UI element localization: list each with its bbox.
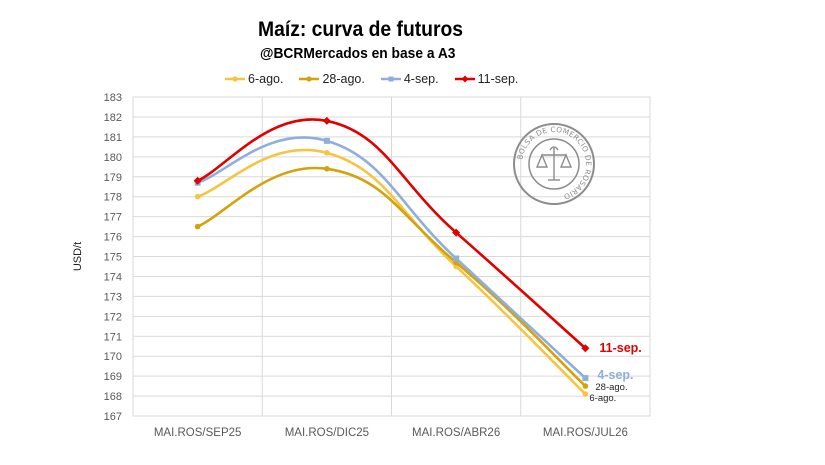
- legend-item-11-sep: 11-sep.: [454, 72, 519, 86]
- legend-item-4-sep: 4-sep.: [380, 72, 439, 86]
- legend-swatch-28-ago: [299, 76, 320, 82]
- end-label-4-sep: 4-sep.: [597, 368, 633, 382]
- y-tick-label: 171: [104, 331, 122, 343]
- series-line-6-ago: [196, 148, 587, 396]
- legend-item-28-ago: 28-ago.: [299, 72, 365, 86]
- y-tick-label: 169: [104, 371, 122, 383]
- legend-swatch-11-sep: [454, 75, 475, 83]
- y-tick-label: 183: [104, 92, 122, 104]
- scales-icon: [535, 146, 573, 181]
- y-axis-label: USD/t: [72, 242, 84, 271]
- x-tick-label: MAI.ROS/SEP25: [154, 427, 242, 439]
- chart-subtitle: @BCRMercados en base a A3: [260, 45, 456, 62]
- series-line-4-sep: [196, 136, 587, 380]
- data-point-28-ago: [194, 223, 201, 230]
- data-point-11-sep: [193, 176, 202, 185]
- chart-title: Maíz: curva de futuros: [258, 18, 464, 41]
- data-point-11-sep: [322, 116, 331, 125]
- y-tick-label: 177: [104, 212, 122, 224]
- y-tick-label: 179: [104, 172, 122, 184]
- series-line-28-ago: [196, 166, 587, 388]
- data-point-28-ago: [582, 383, 589, 389]
- y-tick-label: 167: [104, 411, 122, 423]
- y-tick-label: 168: [104, 391, 122, 403]
- y-tick-label: 180: [104, 152, 122, 164]
- data-point-6-ago: [582, 391, 589, 397]
- y-tick-label: 173: [104, 291, 122, 303]
- legend-label-4-sep: 4-sep.: [403, 72, 439, 86]
- y-tick-label: 182: [104, 112, 122, 124]
- x-tick-label: MAI.ROS/JUL26: [543, 427, 628, 439]
- legend-item-6-ago: 6-ago.: [225, 72, 283, 86]
- legend-label-28-ago: 28-ago.: [322, 72, 365, 86]
- y-tick-label: 172: [104, 311, 122, 323]
- y-tick-label: 176: [104, 232, 122, 244]
- legend-swatch-6-ago: [225, 76, 245, 82]
- y-tick-label: 175: [104, 252, 122, 264]
- data-point-6-ago: [324, 150, 330, 156]
- bcr-seal-logo: BOLSA DE COMERCIO DE ROSARIO: [513, 123, 595, 205]
- y-tick-label: 178: [104, 192, 122, 204]
- legend-label-11-sep: 11-sep.: [477, 72, 519, 86]
- end-label-28-ago: 28-ago.: [595, 382, 627, 393]
- y-tick-label: 174: [104, 271, 122, 283]
- series-line-11-sep: [196, 118, 587, 350]
- y-tick-label: 181: [104, 132, 122, 144]
- data-point-28-ago: [324, 165, 330, 172]
- legend-label-6-ago: 6-ago.: [248, 72, 284, 86]
- x-tick-label: MAI.ROS/ABR26: [412, 427, 500, 439]
- data-point-6-ago: [194, 193, 201, 200]
- legend-swatch-4-sep: [380, 76, 401, 82]
- data-point-11-sep: [581, 344, 590, 353]
- y-tick-label: 170: [104, 351, 122, 363]
- end-label-11-sep: 11-sep.: [599, 341, 641, 355]
- data-point-4-sep: [323, 137, 330, 144]
- data-point-4-sep: [582, 375, 589, 382]
- end-label-6-ago: 6-ago.: [589, 393, 616, 404]
- data-point-4-sep: [453, 255, 460, 262]
- x-tick-label: MAI.ROS/DIC25: [285, 427, 369, 439]
- chart-legend: 6-ago. 28-ago. 4-sep. 11-sep.: [225, 72, 518, 86]
- data-point-11-sep: [452, 228, 461, 237]
